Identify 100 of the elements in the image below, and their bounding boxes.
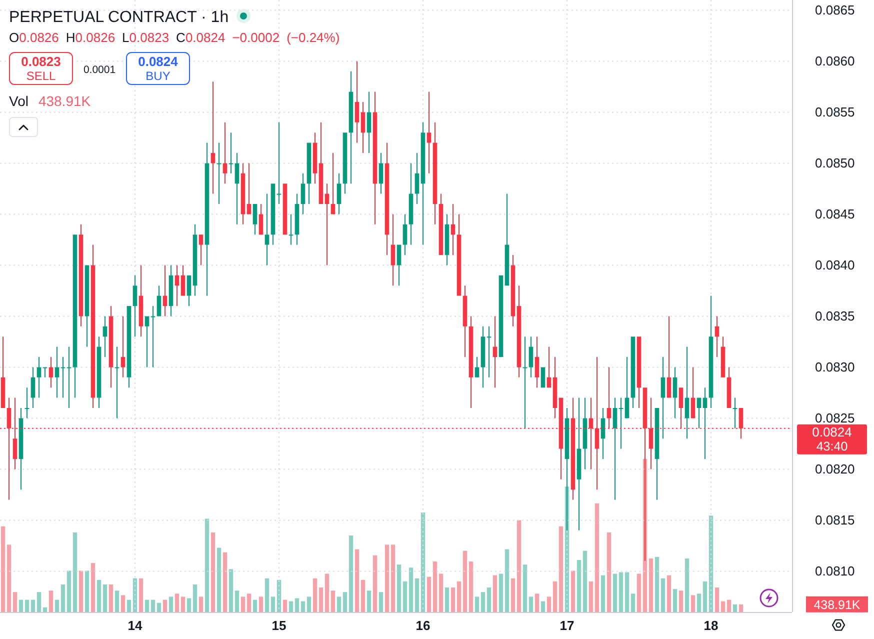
bar bbox=[456, 581, 462, 612]
x-tick-label: 18 bbox=[704, 618, 718, 633]
bar bbox=[540, 601, 546, 612]
bar bbox=[666, 575, 672, 612]
y-tick-label: 0.0825 bbox=[815, 410, 855, 426]
x-tick-label: 16 bbox=[416, 618, 430, 633]
candlestick bbox=[732, 398, 738, 428]
bar bbox=[264, 578, 270, 612]
bar bbox=[174, 594, 180, 612]
annotation: 0.0824 BUY bbox=[138, 54, 179, 83]
bar bbox=[492, 575, 498, 612]
bar bbox=[390, 544, 396, 612]
bar bbox=[720, 601, 726, 612]
y-tick-label: 0.0860 bbox=[815, 54, 855, 69]
bar bbox=[360, 580, 366, 612]
x-tick-label: 14 bbox=[128, 618, 143, 633]
y-tick-label: 0.0830 bbox=[815, 360, 855, 375]
bar bbox=[30, 600, 36, 612]
bar bbox=[570, 570, 576, 612]
bar bbox=[294, 598, 300, 612]
bar bbox=[288, 601, 294, 612]
bar bbox=[54, 600, 60, 612]
bar bbox=[552, 581, 558, 612]
bar bbox=[150, 600, 156, 612]
bar bbox=[258, 596, 264, 612]
x-tick-label: 15 bbox=[272, 618, 286, 633]
bar bbox=[318, 588, 324, 612]
bar bbox=[0, 526, 6, 612]
candlestick bbox=[66, 346, 72, 408]
bar bbox=[222, 552, 228, 612]
bar bbox=[102, 584, 108, 612]
bar bbox=[354, 549, 360, 612]
y-tick-label: 0.0815 bbox=[815, 512, 855, 528]
y-tick-label: 0.0850 bbox=[815, 156, 855, 171]
bar bbox=[126, 600, 132, 612]
y-tick-label: 0.0820 bbox=[815, 462, 855, 477]
bar bbox=[342, 592, 348, 612]
bar bbox=[366, 590, 372, 612]
bar bbox=[138, 578, 144, 612]
bar bbox=[60, 584, 66, 612]
bar bbox=[600, 575, 606, 612]
sell-button: 0.0823 SELL bbox=[9, 52, 73, 85]
bar bbox=[336, 596, 342, 612]
bar bbox=[732, 604, 738, 612]
bar bbox=[114, 590, 120, 612]
annotation: 438.91K bbox=[38, 93, 92, 109]
bar bbox=[108, 584, 114, 612]
bar bbox=[426, 576, 432, 612]
bar bbox=[216, 548, 222, 612]
bar bbox=[162, 600, 168, 612]
bar bbox=[66, 570, 72, 612]
candlestick bbox=[210, 82, 216, 194]
bar bbox=[408, 568, 414, 612]
bar bbox=[42, 607, 48, 612]
bar bbox=[156, 602, 162, 612]
bar bbox=[528, 596, 534, 612]
bar bbox=[240, 596, 246, 612]
bar bbox=[300, 601, 306, 612]
bar bbox=[306, 596, 312, 612]
bar bbox=[180, 596, 186, 612]
y-tick-label: 0.0810 bbox=[815, 564, 855, 579]
annotation: Vol bbox=[9, 93, 28, 109]
bar bbox=[576, 560, 582, 612]
bar bbox=[588, 581, 594, 612]
bar bbox=[510, 578, 516, 612]
bar bbox=[582, 550, 588, 612]
bar bbox=[546, 596, 552, 612]
bar bbox=[378, 592, 384, 612]
bar bbox=[168, 596, 174, 612]
bar bbox=[270, 596, 276, 612]
bar bbox=[414, 578, 420, 612]
bar bbox=[444, 588, 450, 612]
bar bbox=[654, 556, 660, 612]
bar bbox=[348, 536, 354, 612]
bar bbox=[372, 555, 378, 612]
bar bbox=[462, 550, 468, 612]
bar bbox=[78, 570, 84, 612]
candlestick bbox=[426, 92, 432, 174]
x-tick-label: 17 bbox=[560, 618, 574, 633]
bar bbox=[660, 578, 666, 612]
candlestick bbox=[216, 142, 222, 204]
bar bbox=[204, 518, 210, 612]
bar bbox=[678, 590, 684, 612]
bar bbox=[198, 596, 204, 612]
bar bbox=[450, 588, 456, 612]
bar bbox=[330, 590, 336, 612]
candlestick bbox=[24, 388, 30, 418]
bar bbox=[522, 564, 528, 612]
bar bbox=[282, 600, 288, 612]
bar bbox=[702, 581, 708, 612]
y-tick-label: 0.0840 bbox=[815, 258, 855, 273]
bar bbox=[432, 562, 438, 612]
bar bbox=[48, 590, 54, 612]
bar bbox=[480, 592, 486, 612]
bar bbox=[18, 600, 24, 612]
candlestick bbox=[150, 306, 156, 368]
bar bbox=[558, 526, 564, 612]
candlestick bbox=[618, 398, 624, 449]
annotation: 0.0823 SELL bbox=[21, 54, 61, 83]
bar bbox=[228, 569, 234, 612]
